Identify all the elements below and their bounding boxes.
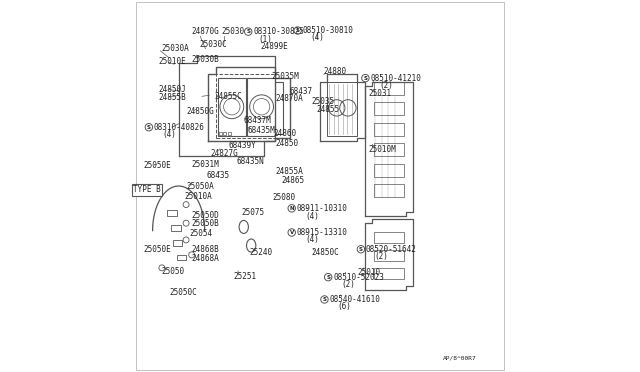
Text: 25050C: 25050C	[170, 288, 197, 296]
Text: 08310-40826: 08310-40826	[154, 123, 205, 132]
Text: 24855C: 24855C	[214, 92, 242, 101]
Bar	[173, 240, 182, 246]
Text: S: S	[246, 29, 250, 34]
Bar	[223, 132, 227, 135]
Text: (4): (4)	[305, 212, 319, 221]
Text: 25251: 25251	[234, 272, 257, 280]
Text: TYPE B: TYPE B	[133, 185, 161, 194]
Text: 24850G: 24850G	[186, 107, 214, 116]
Text: (1): (1)	[258, 35, 272, 44]
Text: 24868B: 24868B	[191, 246, 220, 254]
Text: 25050E: 25050E	[143, 161, 171, 170]
Bar	[168, 210, 177, 216]
Bar	[374, 123, 404, 136]
Bar	[374, 232, 404, 243]
Text: 68435N: 68435N	[236, 157, 264, 166]
Text: 25050E: 25050E	[143, 245, 171, 254]
Text: 08540-41610: 08540-41610	[330, 295, 380, 304]
Bar	[228, 132, 231, 135]
Text: 68437: 68437	[289, 87, 312, 96]
Text: (2): (2)	[342, 280, 355, 289]
Text: 25010M: 25010M	[369, 145, 396, 154]
Bar	[218, 78, 246, 136]
Text: 24865: 24865	[281, 176, 304, 185]
Text: S: S	[326, 275, 330, 280]
Text: 68435M: 68435M	[248, 126, 275, 135]
Text: 24850: 24850	[275, 139, 298, 148]
Text: S: S	[147, 125, 151, 130]
Text: 24880: 24880	[324, 67, 347, 76]
Text: S: S	[359, 247, 363, 252]
Text: 24855A: 24855A	[275, 167, 303, 176]
Text: 24860: 24860	[273, 129, 296, 138]
Text: 25010A: 25010A	[184, 192, 212, 201]
Text: 08520-51642: 08520-51642	[365, 245, 417, 254]
Text: S: S	[364, 76, 367, 81]
Bar	[328, 82, 357, 136]
Text: 25054: 25054	[189, 229, 212, 238]
Text: S: S	[323, 297, 326, 302]
Text: 68439Y: 68439Y	[229, 141, 257, 150]
Text: 25010: 25010	[357, 268, 380, 277]
Text: 08510-41210: 08510-41210	[370, 74, 421, 83]
Text: (6): (6)	[338, 302, 352, 311]
Text: (4): (4)	[310, 33, 324, 42]
Text: 68437M: 68437M	[244, 116, 271, 125]
Text: 24827G: 24827G	[211, 149, 238, 158]
Text: 25080: 25080	[273, 193, 296, 202]
Text: 08911-10310: 08911-10310	[296, 204, 348, 213]
Text: 25030B: 25030B	[191, 55, 220, 64]
Text: 08510-52023: 08510-52023	[333, 273, 384, 282]
Bar	[374, 102, 404, 115]
Text: 24850J: 24850J	[158, 85, 186, 94]
Bar	[248, 78, 275, 136]
Text: 25075: 25075	[241, 208, 264, 217]
Bar	[374, 268, 404, 279]
Text: 25050: 25050	[162, 267, 185, 276]
Bar	[374, 82, 404, 95]
Text: 24855B: 24855B	[158, 93, 186, 102]
Text: 25031: 25031	[369, 89, 392, 98]
Text: 24899E: 24899E	[260, 42, 288, 51]
Bar	[374, 164, 404, 177]
Text: (4): (4)	[305, 235, 319, 244]
Text: 25050D: 25050D	[191, 211, 220, 220]
Text: (2): (2)	[374, 252, 388, 261]
Text: 25240: 25240	[250, 248, 273, 257]
Text: 24868A: 24868A	[191, 254, 220, 263]
Text: 24870A: 24870A	[275, 94, 303, 103]
Bar	[374, 184, 404, 197]
Bar	[177, 255, 186, 260]
Text: 25030A: 25030A	[162, 44, 189, 53]
Text: 24855: 24855	[316, 105, 339, 114]
Text: N: N	[289, 206, 294, 211]
Bar	[172, 225, 180, 231]
Text: 24850C: 24850C	[312, 248, 340, 257]
Text: 25035M: 25035M	[271, 72, 300, 81]
Text: V: V	[290, 230, 294, 235]
Text: 25035: 25035	[312, 97, 335, 106]
Text: 08510-30810: 08510-30810	[303, 26, 353, 35]
Text: 25030: 25030	[221, 27, 244, 36]
Bar	[219, 132, 222, 135]
Text: 25050A: 25050A	[186, 182, 214, 191]
Text: 25031M: 25031M	[191, 160, 220, 169]
Text: S: S	[296, 28, 300, 33]
Text: AP/8^00R7: AP/8^00R7	[442, 356, 476, 361]
Text: 08310-30825: 08310-30825	[253, 27, 304, 36]
Text: 25050B: 25050B	[191, 219, 220, 228]
Bar	[374, 143, 404, 156]
Text: (4): (4)	[162, 130, 176, 139]
Text: 68435: 68435	[207, 171, 230, 180]
Text: 25010E: 25010E	[158, 57, 186, 66]
Text: 24870G: 24870G	[191, 27, 220, 36]
Text: (2): (2)	[380, 81, 394, 90]
Text: 08915-13310: 08915-13310	[296, 228, 348, 237]
Text: 25030C: 25030C	[199, 40, 227, 49]
Bar	[374, 250, 404, 261]
